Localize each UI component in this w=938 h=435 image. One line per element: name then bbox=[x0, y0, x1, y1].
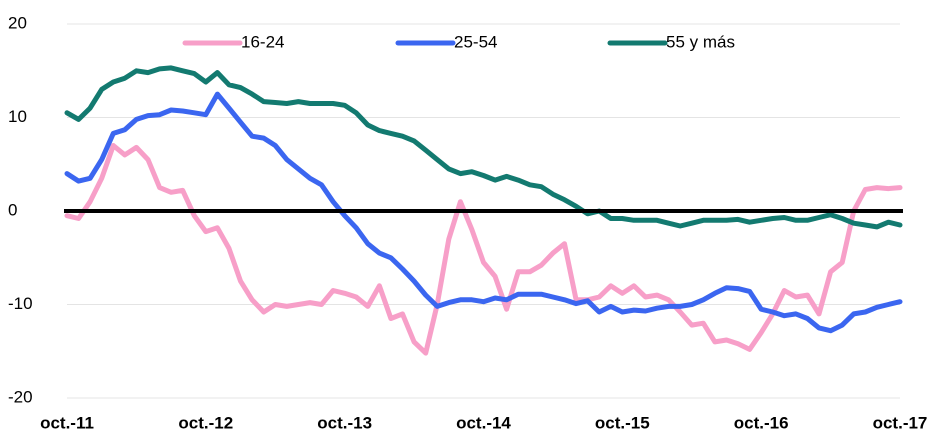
y-tick-label: -10 bbox=[8, 294, 33, 313]
legend-label: 25-54 bbox=[454, 32, 497, 51]
legend-label: 16-24 bbox=[241, 32, 284, 51]
x-tick-label: oct.-16 bbox=[734, 413, 789, 432]
x-tick-label: oct.-17 bbox=[873, 413, 928, 432]
y-tick-label: 10 bbox=[8, 107, 27, 126]
y-tick-label: 20 bbox=[8, 13, 27, 32]
y-tick-label: 0 bbox=[8, 200, 17, 219]
legend-label: 55 y más bbox=[666, 32, 735, 51]
x-tick-label: oct.-15 bbox=[595, 413, 650, 432]
x-tick-label: oct.-11 bbox=[40, 413, 94, 432]
x-tick-label: oct.-12 bbox=[178, 413, 233, 432]
x-tick-label: oct.-13 bbox=[317, 413, 372, 432]
x-tick-label: oct.-14 bbox=[456, 413, 511, 432]
y-tick-label: -20 bbox=[8, 387, 33, 406]
series-line bbox=[64, 91, 903, 334]
series-line bbox=[64, 65, 903, 230]
series-line bbox=[64, 143, 903, 356]
